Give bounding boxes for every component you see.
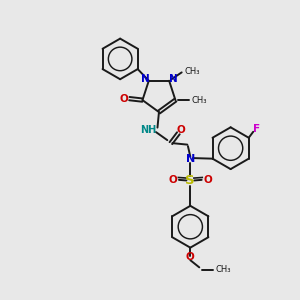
- Text: S: S: [185, 174, 195, 187]
- Text: O: O: [186, 252, 195, 262]
- Text: O: O: [168, 175, 177, 185]
- Text: O: O: [177, 125, 186, 135]
- Text: O: O: [204, 175, 213, 185]
- Text: CH₃: CH₃: [192, 96, 207, 105]
- Text: CH₃: CH₃: [215, 265, 231, 274]
- Text: N: N: [140, 74, 149, 84]
- Text: N: N: [169, 74, 177, 84]
- Text: F: F: [253, 124, 260, 134]
- Text: O: O: [120, 94, 128, 103]
- Text: CH₃: CH₃: [185, 67, 200, 76]
- Text: NH: NH: [140, 125, 156, 135]
- Text: N: N: [186, 154, 195, 164]
